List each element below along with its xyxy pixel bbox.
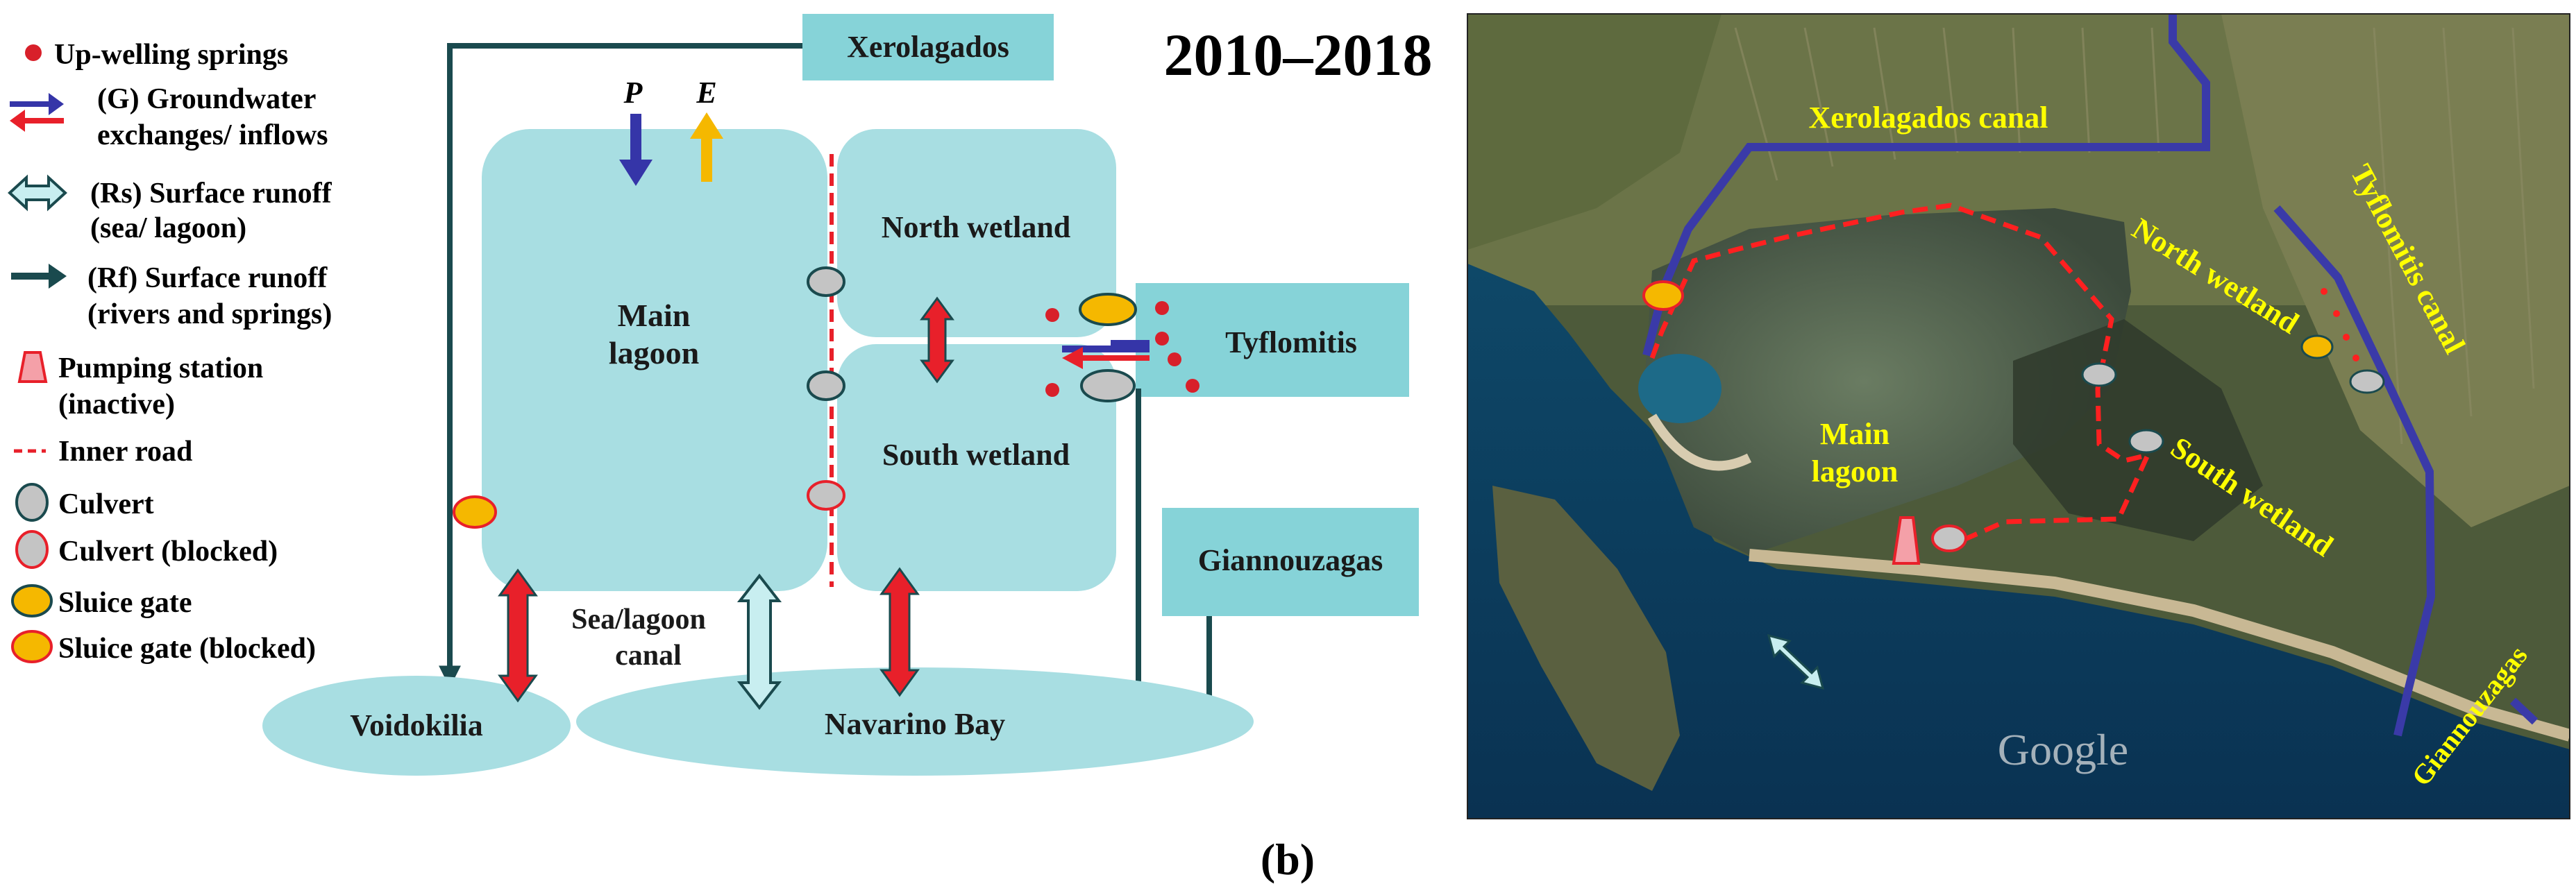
spring-dot: [2343, 334, 2350, 341]
sluice-gate-blocked-west: [453, 495, 497, 529]
legend-groundwater-1: (G) Groundwater: [97, 83, 316, 115]
tyflomitis-springs: [1045, 301, 1199, 397]
evap-label: E: [696, 76, 716, 110]
legend-culvert-blocked: Culvert (blocked): [58, 536, 278, 568]
culvert-south-blocked: [807, 480, 845, 511]
spring-dot: [1155, 301, 1169, 315]
spring-dot: [2321, 288, 2327, 295]
sluice-gate-icon: [11, 584, 53, 617]
period-title: 2010–2018: [1164, 22, 1433, 88]
map-culvert-north: [2081, 362, 2117, 387]
map-culvert-tyflomitis: [2349, 369, 2385, 394]
surface-double-arrow-icon: [8, 174, 67, 212]
sea-canal-label-2: canal: [615, 640, 682, 672]
legend-sluice-blocked: Sluice gate (blocked): [58, 633, 316, 665]
legend-surface-rivers-2: (rivers and springs): [87, 298, 332, 330]
culvert-blocked-icon: [15, 530, 49, 569]
map-voidokilia-bay: [1638, 354, 1721, 423]
main-lagoon-label-1: Main: [618, 298, 691, 333]
precip-arrow-icon: [619, 114, 653, 186]
north-wetland-box: [837, 129, 1116, 337]
figure-caption: (b): [1261, 835, 1315, 884]
map-main-lagoon-label-1: Main: [1820, 417, 1889, 451]
spring-dot: [1045, 383, 1059, 397]
legend-pumping-1: Pumping station: [58, 352, 263, 384]
map-xerolagados-label: Xerolagados canal: [1808, 101, 2048, 135]
voidokilia-ellipse: [262, 676, 571, 776]
main-lagoon-box: [482, 129, 827, 591]
map-sluice-tyflomitis: [2300, 334, 2334, 359]
map-inner-road: [1649, 203, 2153, 549]
precip-label: P: [623, 76, 643, 110]
xerolagados-box: [802, 14, 1054, 80]
map-frame: [1467, 13, 2570, 819]
culvert-middle: [807, 370, 845, 401]
map-lagoon: [1645, 208, 2131, 555]
map-culvert-blocked: [1931, 525, 1967, 552]
satellite-map: Xerolagados canal North wetland Tyflomit…: [1467, 14, 2570, 819]
spring-dot: [2333, 310, 2340, 317]
legend-culvert: Culvert: [58, 488, 154, 520]
map-sluice-blocked: [1642, 280, 1684, 311]
legend-surface-sea-1: (Rs) Surface runoff: [90, 178, 332, 210]
spring-dot: [1045, 308, 1059, 322]
map-main-lagoon-label-2: lagoon: [1812, 454, 1899, 488]
legend-surface-rivers-1: (Rf) Surface runoff: [87, 262, 328, 294]
xerolagados-canal: [1642, 14, 2210, 357]
xerolagados-runoff-line: [439, 43, 805, 688]
legend-groundwater-2: exchanges/ inflows: [97, 119, 328, 151]
surface-runoff-arrow-icon: [11, 264, 67, 289]
giannouzagas-label: Giannouzagas: [1198, 543, 1383, 577]
legend-pumping-2: (inactive): [58, 389, 175, 420]
map-culvert-south: [2128, 429, 2164, 454]
evap-arrow-icon: [690, 112, 723, 182]
pumping-station-icon: [17, 351, 48, 383]
spring-dot: [1168, 352, 1181, 366]
navarino-ellipse: [576, 667, 1254, 776]
map-beach: [1749, 549, 2570, 742]
voidokilia-label: Voidokilia: [350, 708, 483, 742]
flow-diagram: Xerolagados 2010–2018 Main lagoon P E No…: [262, 14, 1433, 776]
map-sea-canal-arrow: [1767, 633, 1825, 690]
main-voidokilia-exchange-arrow: [498, 568, 538, 703]
tyflomitis-box: [1136, 283, 1409, 397]
culvert-icon: [15, 483, 49, 522]
culvert-north: [807, 266, 845, 297]
giannouzagas-canal: [2509, 697, 2539, 725]
map-springs: [2321, 288, 2359, 361]
tyflomitis-canal: [2273, 205, 2436, 737]
giannouzagas-box: [1162, 508, 1419, 616]
groundwater-arrow-icon: [10, 93, 64, 132]
spring-dot: [2352, 355, 2359, 361]
navarino-label: Navarino Bay: [825, 707, 1005, 741]
wetland-navarino-exchange-arrow: [879, 567, 920, 697]
spring-dot-icon: [25, 44, 42, 61]
spring-dot: [1186, 379, 1199, 393]
map-sea: [1467, 264, 2570, 819]
sea-canal-label-1: Sea/lagoon: [571, 604, 706, 636]
spring-dot: [1155, 332, 1169, 346]
north-wetland-label: North wetland: [882, 210, 1071, 244]
legend-springs: Up-welling springs: [54, 39, 288, 71]
map-watermark: Google: [1998, 725, 2128, 774]
map-pumping-station: [1892, 516, 1921, 565]
tyflomitis-label: Tyflomitis: [1225, 325, 1357, 359]
south-wetland-label: South wetland: [882, 438, 1070, 472]
main-lagoon-label-2: lagoon: [609, 335, 699, 370]
south-wetland-box: [837, 344, 1116, 591]
wetland-exchange-arrow: [920, 296, 954, 384]
sea-lagoon-canal-arrow: [736, 573, 782, 710]
legend-inner-road: Inner road: [58, 436, 192, 468]
sluice-gate-blocked-icon: [11, 630, 53, 663]
xerolagados-label: Xerolagados: [847, 30, 1009, 64]
culvert-tyflomitis: [1080, 369, 1136, 402]
legend: Up-welling springs (G) Groundwater excha…: [8, 39, 332, 665]
map-headland: [1492, 486, 1680, 791]
groundwater-inflow-arrow: [1062, 340, 1150, 369]
legend-surface-sea-2: (sea/ lagoon): [90, 212, 246, 244]
legend-sluice: Sluice gate: [58, 587, 192, 619]
sluice-gate-tyflomitis: [1079, 293, 1137, 326]
